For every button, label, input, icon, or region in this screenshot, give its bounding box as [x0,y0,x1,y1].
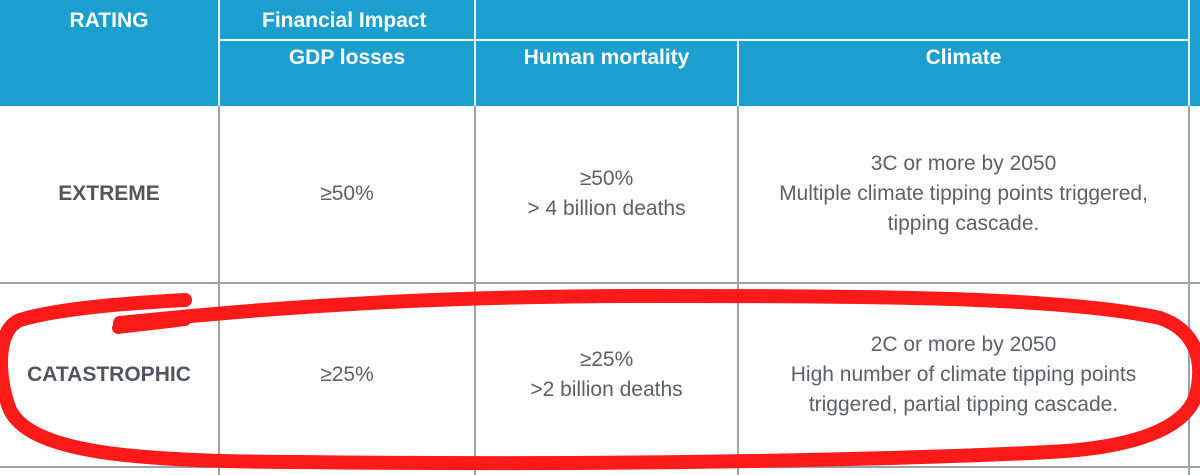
climate-line-2: Multiple climate tipping points triggere… [779,182,1148,205]
table-row-catastrophic-gdp: ≥25% [220,284,474,466]
climate-line-1: 3C or more by 2050 [870,152,1057,175]
header-subrow-divider [220,39,1188,41]
mortality-percent: ≥25% [579,348,634,371]
table-row-extreme-rating: EXTREME [0,106,218,282]
header-divider-climate [1188,0,1190,106]
gdp-value: ≥25% [320,363,374,386]
col-divider-4 [1188,106,1190,475]
header-financial-impact: Financial Impact [262,9,427,32]
climate-line-3: tipping cascade. [887,212,1040,235]
header-divider-mortality [737,40,739,106]
header-gdp-losses: GDP losses [288,46,406,69]
climate-line-2: High number of climate tipping points [790,363,1137,386]
table-row-catastrophic-climate: 2C or more by 2050 High number of climat… [739,284,1188,466]
mortality-percent: ≥50% [579,167,634,190]
climate-line-3: triggered, partial tipping cascade. [808,393,1119,416]
table-row-extreme-gdp: ≥50% [220,106,474,282]
table-header [0,0,1200,106]
header-rating: RATING [69,9,149,32]
header-divider-financial [474,0,476,106]
table-row-extreme-climate: 3C or more by 2050 Multiple climate tipp… [739,106,1188,282]
mortality-deaths: > 4 billion deaths [527,197,686,220]
header-climate: Climate [925,46,1002,69]
climate-line-1: 2C or more by 2050 [870,333,1057,356]
table-row-extreme-mortality: ≥50% > 4 billion deaths [476,106,737,282]
rating-label: EXTREME [58,182,160,205]
row-divider-2 [0,466,1200,468]
header-divider-rating [218,0,220,106]
rating-label: CATASTROPHIC [27,363,191,386]
mortality-deaths: >2 billion deaths [530,378,683,401]
gdp-value: ≥50% [320,182,374,205]
header-human-mortality: Human mortality [523,46,690,69]
row-divider-1 [0,282,1200,284]
table-row-catastrophic-mortality: ≥25% >2 billion deaths [476,284,737,466]
table-row-catastrophic-rating: CATASTROPHIC [0,284,218,466]
